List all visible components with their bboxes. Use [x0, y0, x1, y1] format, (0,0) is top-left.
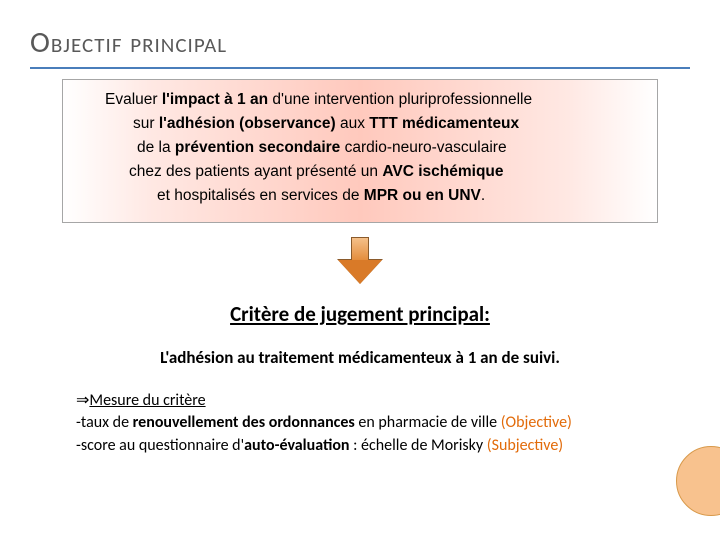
text-bold: renouvellement des ordonnances [133, 413, 355, 432]
arrow-container [30, 237, 690, 285]
text-bold: MPR ou en UNV [364, 187, 481, 204]
measure-head-text: Mesure du critère [89, 391, 205, 410]
text-bold: l'impact à 1 an [162, 91, 268, 108]
measure-line-2: -score au questionnaire d'auto-évaluatio… [76, 435, 690, 457]
text-bold: AVC ischémique [382, 163, 503, 180]
text: en pharmacie de ville [355, 413, 501, 432]
text: de la [137, 139, 175, 156]
text: Evaluer [105, 91, 162, 108]
text: cardio-neuro-vasculaire [340, 139, 506, 156]
objective-label: (Objective) [501, 413, 572, 432]
text-bold: TTT médicamenteux [369, 115, 519, 132]
subjective-label: (Subjective) [487, 436, 563, 455]
arrow-glyph-icon: ⇒ [76, 391, 89, 410]
down-arrow-icon [338, 237, 382, 285]
measure-line-1: -taux de renouvellement des ordonnances … [76, 412, 690, 434]
text-bold: auto-évaluation [244, 436, 349, 455]
text-bold: prévention secondaire [175, 139, 340, 156]
measure-heading: ⇒Mesure du critère [76, 390, 690, 412]
box-line-1: Evaluer l'impact à 1 an d'une interventi… [77, 88, 643, 112]
text: aux [336, 115, 370, 132]
slide: Objectif principal Evaluer l'impact à 1 … [0, 0, 720, 540]
box-line-4: chez des patients ayant présenté un AVC … [77, 160, 643, 184]
objective-box: Evaluer l'impact à 1 an d'une interventi… [62, 79, 658, 223]
text: -score au questionnaire d' [76, 436, 244, 455]
text: -taux de [76, 413, 133, 432]
box-line-2: sur l'adhésion (observance) aux TTT médi… [77, 112, 643, 136]
adhesion-line: L'adhésion au traitement médicamenteux à… [30, 347, 690, 368]
text: chez des patients ayant présenté un [129, 163, 382, 180]
text: sur [133, 115, 159, 132]
criteria-heading: Critère de jugement principal: [30, 301, 690, 327]
box-line-3: de la prévention secondaire cardio-neuro… [77, 136, 643, 160]
text: et hospitalisés en services de [157, 187, 364, 204]
text: : échelle de Morisky [350, 436, 487, 455]
page-title: Objectif principal [30, 24, 690, 61]
title-underline [30, 67, 690, 69]
text: . [481, 187, 485, 204]
measure-block: ⇒Mesure du critère -taux de renouvelleme… [30, 390, 690, 457]
text-bold: l'adhésion (observance) [159, 115, 336, 132]
text: d'une intervention pluriprofessionnelle [268, 91, 532, 108]
box-line-5: et hospitalisés en services de MPR ou en… [77, 184, 643, 208]
